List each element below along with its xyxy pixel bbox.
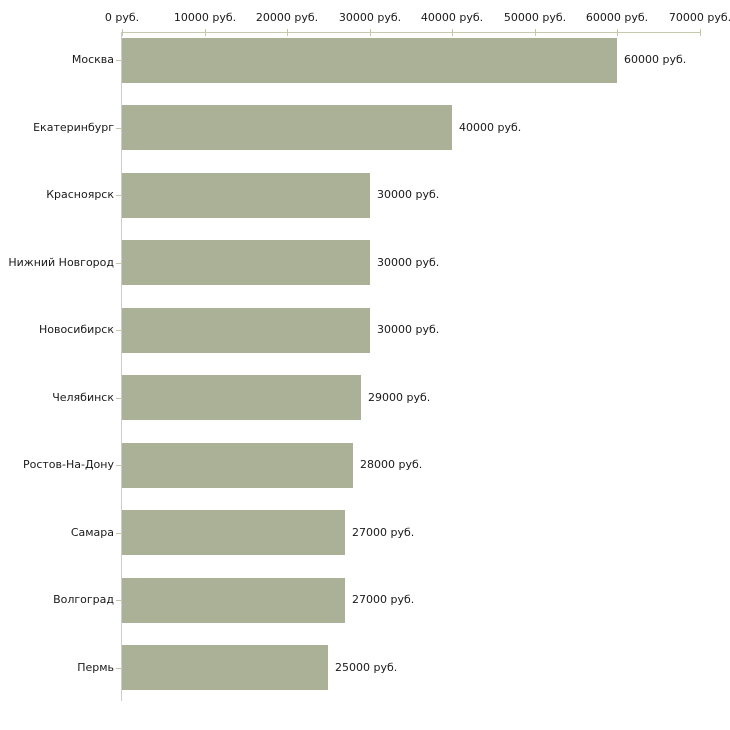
bar (122, 173, 370, 218)
value-label: 28000 руб. (360, 458, 423, 471)
y-tick (116, 263, 121, 264)
y-tick (116, 600, 121, 601)
x-tick (205, 29, 206, 36)
bar (122, 308, 370, 353)
category-label: Самара (70, 526, 114, 539)
y-tick (116, 60, 121, 61)
category-label: Екатеринбург (33, 121, 114, 134)
category-label: Ростов-На-Дону (22, 458, 114, 471)
bar (122, 510, 345, 555)
x-tick (700, 29, 701, 36)
category-label: Волгоград (53, 593, 114, 606)
value-label: 29000 руб. (368, 391, 431, 404)
x-tick (452, 29, 453, 36)
x-tick (535, 29, 536, 36)
x-tick-label: 10000 руб. (173, 11, 237, 24)
x-tick-label: 60000 руб. (585, 11, 649, 24)
y-tick (116, 195, 121, 196)
bar (122, 375, 361, 420)
x-tick-label: 50000 руб. (503, 11, 567, 24)
value-label: 27000 руб. (352, 593, 415, 606)
x-tick-label: 0 руб. (104, 11, 140, 24)
value-label: 25000 руб. (335, 661, 398, 674)
value-label: 40000 руб. (459, 121, 522, 134)
bar (122, 645, 328, 690)
category-label: Нижний Новгород (8, 256, 114, 269)
category-label: Пермь (77, 661, 114, 674)
y-axis-line (121, 32, 122, 701)
y-tick (116, 465, 121, 466)
bar (122, 578, 345, 623)
bar (122, 240, 370, 285)
x-tick-label: 30000 руб. (338, 11, 402, 24)
x-tick (122, 29, 123, 36)
x-tick-label: 70000 руб. (668, 11, 730, 24)
value-label: 27000 руб. (352, 526, 415, 539)
y-tick (116, 668, 121, 669)
x-tick-label: 20000 руб. (255, 11, 319, 24)
x-tick (287, 29, 288, 36)
value-label: 30000 руб. (377, 256, 440, 269)
category-label: Новосибирск (38, 323, 114, 336)
y-tick (116, 128, 121, 129)
y-tick (116, 330, 121, 331)
category-label: Челябинск (52, 391, 114, 404)
x-tick-label: 40000 руб. (420, 11, 484, 24)
value-label: 30000 руб. (377, 188, 440, 201)
y-tick (116, 533, 121, 534)
category-label: Красноярск (46, 188, 114, 201)
x-tick (617, 29, 618, 36)
y-tick (116, 398, 121, 399)
value-label: 30000 руб. (377, 323, 440, 336)
category-label: Москва (71, 53, 114, 66)
bar (122, 105, 452, 150)
value-label: 60000 руб. (624, 53, 687, 66)
x-tick (370, 29, 371, 36)
x-axis-line (121, 32, 701, 33)
bar (122, 38, 617, 83)
bar (122, 443, 353, 488)
